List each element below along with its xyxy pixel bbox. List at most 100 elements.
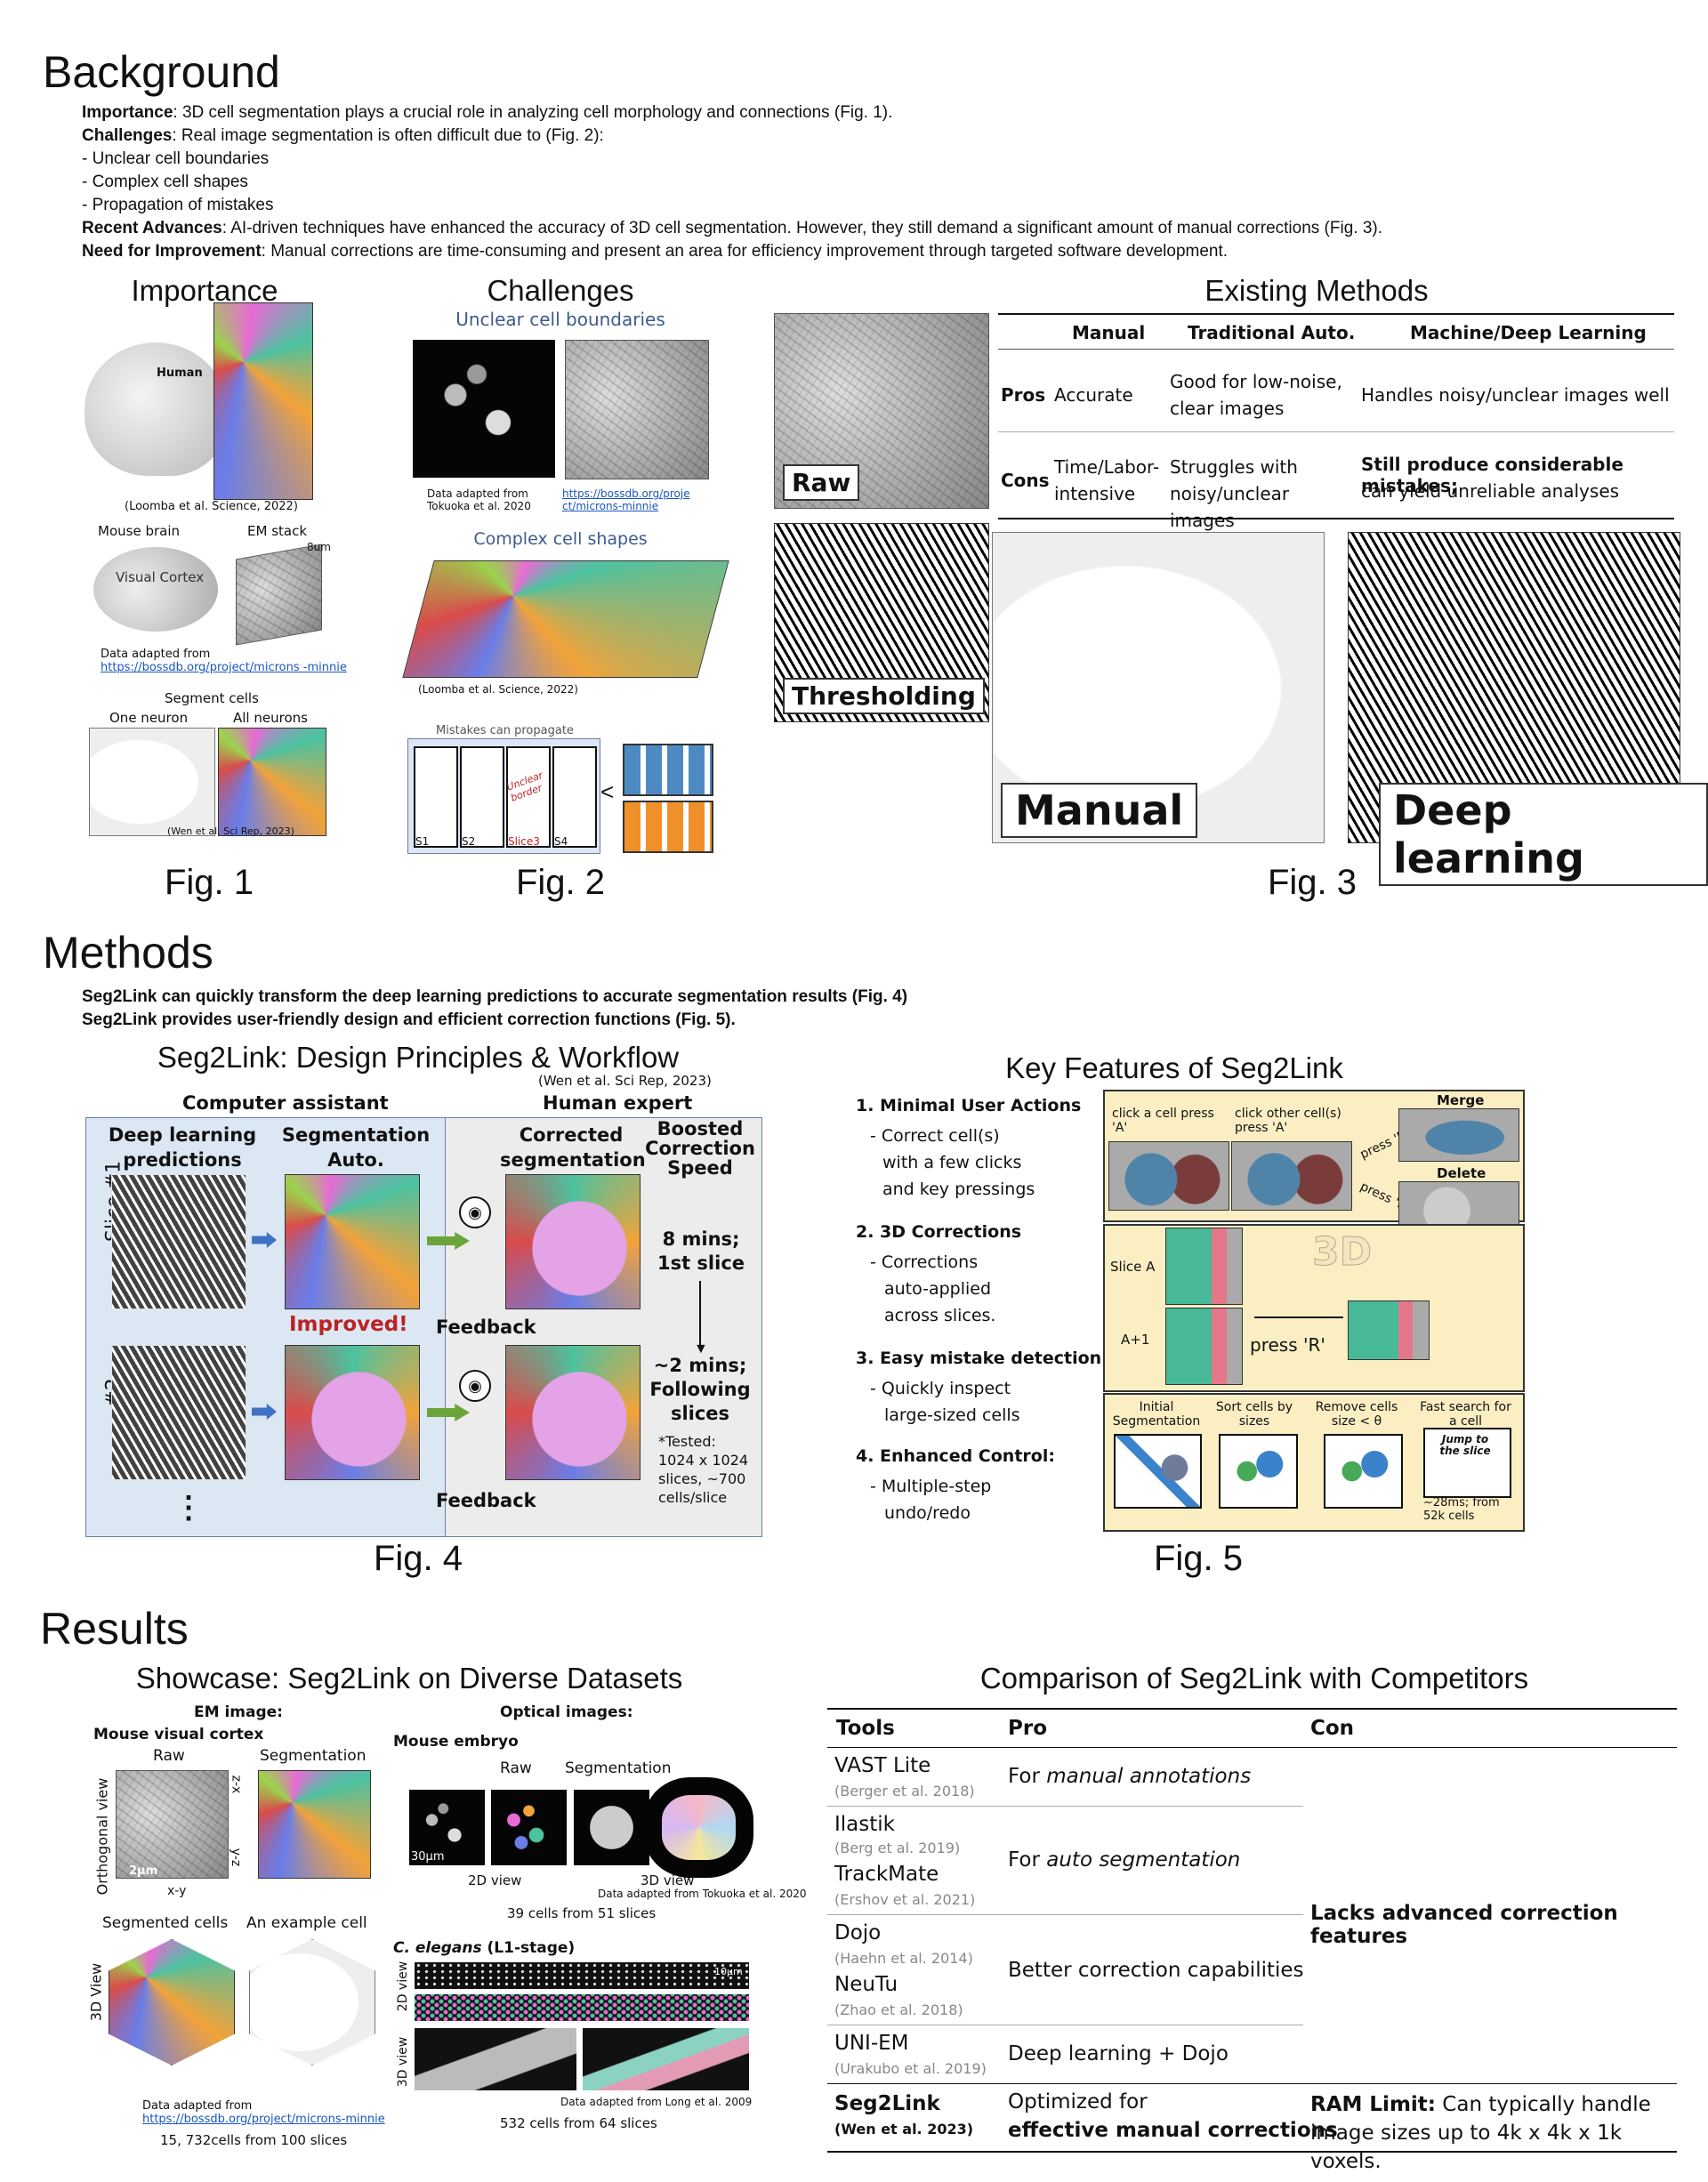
celegans-data: Data adapted from Long et al. 2009 (560, 2096, 753, 2108)
need-label: Need for Improvement (82, 242, 262, 261)
tool-seg2link: Seg2Link (834, 2092, 940, 2115)
feature1-title: 1. Minimal User Actions (856, 1096, 1082, 1115)
tool-neutu: NeuTu (834, 1973, 898, 1996)
press-r-arrow (1254, 1316, 1343, 1318)
cons-dl: can yield unreliable analyses (1361, 480, 1620, 502)
arrow-green-icon (427, 1404, 470, 1421)
em-count: 15, 732cells from 100 slices (160, 2132, 348, 2148)
3d-view-label: 3D View (87, 1962, 105, 2022)
celegans-3d-label: 3D view (396, 2036, 410, 2088)
embryo-raw-label: Raw (500, 1759, 532, 1777)
fig3-header-dl: Machine/Deep Learning (1410, 322, 1647, 343)
click-other-label: click other cell(s) press 'A' (1235, 1107, 1341, 1135)
time-first-slice: 8 mins; 1st slice (657, 1228, 745, 1274)
remove-label: Remove cells size < θ (1315, 1400, 1398, 1429)
mouse-vc-label: Mouse visual cortex (93, 1726, 264, 1743)
slice-label: S4 (554, 835, 568, 848)
slice-label: Slice3 (508, 835, 540, 848)
init-seg-label: Initial Segmentation (1112, 1400, 1201, 1429)
seg-auto-label: Segmentation Auto. (281, 1124, 431, 1171)
fig2-label: Fig. 2 (515, 863, 606, 902)
tool-trackmate-cite: (Ershov et al. 2021) (834, 1891, 976, 1908)
fig2-cite: (Loomba et al. Science, 2022) (418, 683, 578, 696)
all-neurons-label: All neurons (233, 710, 308, 726)
press-r-label: press 'R' (1250, 1334, 1325, 1356)
time-following: ~2 mins; Following slices (649, 1355, 751, 1424)
eye-icon: ◉ (459, 1196, 491, 1228)
em-data-adapted: Data adapted from (142, 2099, 253, 2113)
challenges-label: Challenges (82, 126, 173, 145)
slice-label: S2 (462, 835, 476, 848)
3d-result-image (1348, 1300, 1430, 1360)
em-link[interactable]: https://bossdb.org/project/microns-minni… (142, 2113, 385, 2126)
em-seg-image (258, 1770, 371, 1879)
feature2-text: - Corrections auto-applied across slices. (870, 1252, 996, 1325)
fig1-link[interactable]: https://bossdb.org/project/microns -minn… (101, 661, 347, 674)
methods-heading: Methods (43, 928, 214, 978)
tool-vast: VAST Lite (834, 1754, 931, 1777)
dl-prediction-slice1 (111, 1174, 246, 1309)
complex-shapes-image (402, 560, 729, 678)
feature4-text: - Multiple-step undo/redo (870, 1477, 992, 1523)
celegans-2d-label: 2D view (396, 1961, 410, 2012)
click-a-label: click a cell press 'A' (1112, 1107, 1214, 1135)
all-neurons-image (218, 728, 326, 836)
background-bullets: Importance: 3D cell segmentation plays a… (82, 101, 1665, 263)
fig2-title: Challenges (487, 274, 634, 307)
human-cortex-segmentation-image (214, 302, 313, 500)
thresholding-tag: Thresholding (783, 678, 985, 714)
mistakes-label: Mistakes can propagate (436, 724, 574, 737)
corrected-slice2 (505, 1345, 640, 1480)
blue-cells-image (623, 744, 713, 796)
fig4-label: Fig. 4 (373, 1539, 463, 1578)
ortho-label: Orthogonal view (93, 1777, 111, 1896)
boosted-speed-label: Boosted Correction Speed (645, 1118, 755, 1179)
human-expert-label: Human expert (543, 1092, 693, 1114)
fig4-title: Seg2Link: Design Principles & Workflow (157, 1041, 680, 1074)
fig1-title: Importance (131, 274, 278, 307)
fast-search-image (1423, 1428, 1511, 1498)
embryo-label: Mouse embryo (393, 1733, 519, 1751)
one-neuron-image (89, 728, 215, 836)
fig1-cite1: (Loomba et al. Science, 2022) (125, 500, 298, 513)
embryo-seg-3d (644, 1777, 753, 1878)
more-slices: ⋮ (173, 1491, 204, 1525)
background-heading: Background (43, 47, 280, 97)
em-raw-label: Raw (153, 1747, 185, 1765)
corrected-slice1 (505, 1174, 640, 1309)
arrow-green-icon (427, 1232, 470, 1250)
fig3-label: Fig. 3 (1267, 863, 1358, 902)
segment-cells-label: Segment cells (165, 690, 259, 706)
fig4-cite: (Wen et al. Sci Rep, 2023) (538, 1073, 712, 1089)
pro-vast: For manual annotations (1008, 1765, 1252, 1788)
init-seg-image (1114, 1434, 1202, 1509)
merge-label: Merge (1437, 1092, 1485, 1108)
slice-label: S1 (415, 835, 430, 848)
pro-better: Better correction capabilities (1008, 1959, 1304, 1982)
fig2-link[interactable]: https://bossdb.org/project/microns-minni… (562, 487, 690, 512)
fig2-data-adapted: Data adapted from Tokuoka et al. 2020 (427, 487, 531, 512)
cons-label: Cons (1001, 470, 1050, 491)
corrected-seg-label: Corrected segmentation (500, 1124, 646, 1171)
embryo-raw-2d (409, 1790, 485, 1865)
computer-assistant-label: Computer assistant (182, 1092, 389, 1114)
seg-cells-label: Segmented cells (102, 1914, 229, 1932)
fig3-header-manual: Manual (1072, 322, 1146, 343)
scale-30um: 30μm (411, 1850, 445, 1864)
dl-predictions-label: Deep learning predictions (108, 1124, 257, 1171)
orange-cells-image (623, 801, 713, 853)
con-lacks: Lacks advanced correction features (1310, 1902, 1618, 1948)
fast-time-label: ~28ms; from 52k cells (1423, 1496, 1500, 1523)
cons-trad: Struggles with noisy/unclear images (1170, 456, 1298, 531)
need-text: : Manual corrections are time-consuming … (261, 242, 1229, 261)
optical-label: Optical images: (500, 1703, 633, 1721)
advances-text: : AI-driven techniques have enhanced the… (222, 219, 1383, 238)
slice-sequence: S1 S2 Slice3 S4 Unclear border (407, 738, 600, 854)
results-heading: Results (40, 1604, 189, 1654)
embryo-count: 39 cells from 51 slices (507, 1905, 657, 1921)
tool-ilastik: Ilastik (834, 1813, 895, 1836)
eye-icon: ◉ (459, 1370, 491, 1402)
seg-cells-3d-image (109, 1939, 235, 2065)
celegans-2d-raw (415, 1962, 749, 1989)
methods-line2: Seg2Link provides user-friendly design a… (82, 1010, 736, 1029)
